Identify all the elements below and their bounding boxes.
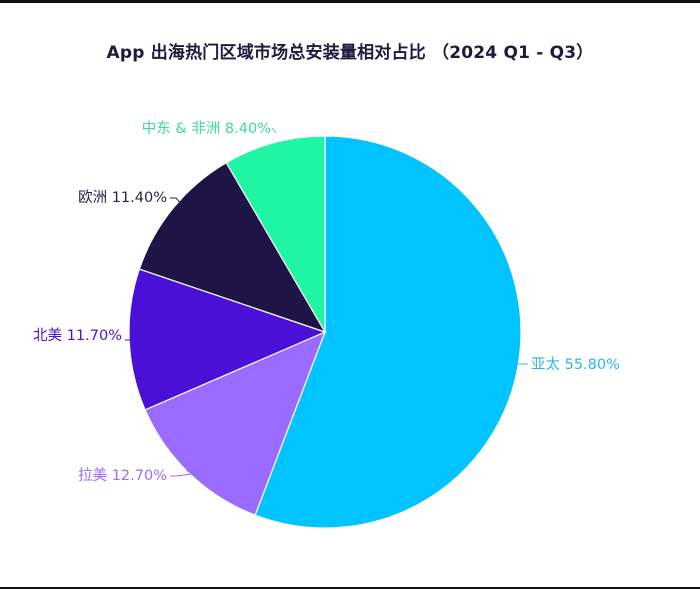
slice-labels: 亚太 55.80% 拉美 12.70% 北美 11.70% 欧洲 11.40% 中东 &… [33,120,620,484]
slice-label-2: 北美 11.70% [33,327,122,344]
slice-label-1: 拉美 12.70% [78,467,167,484]
slice-label-4: 中东 & 非洲 8.40% [142,120,271,137]
slice-label-0: 亚太 55.80% [531,356,620,373]
pie-slices [128,135,522,529]
leader-lines [125,127,528,477]
leader-line-1 [170,469,194,477]
pie-slice-1 [144,330,327,516]
pie-slice-4 [225,135,326,335]
chart-title: App 出海热门区域市场总安装量相对占比 （2024 Q1 - Q3） [106,43,594,63]
pie-slice-3 [138,161,327,334]
top-border [0,0,700,3]
slice-label-3: 欧洲 11.40% [78,189,167,206]
leader-line-3 [170,197,183,206]
leader-line-4 [271,127,277,134]
pie-slice-0 [254,135,522,529]
bottom-border [0,587,700,589]
